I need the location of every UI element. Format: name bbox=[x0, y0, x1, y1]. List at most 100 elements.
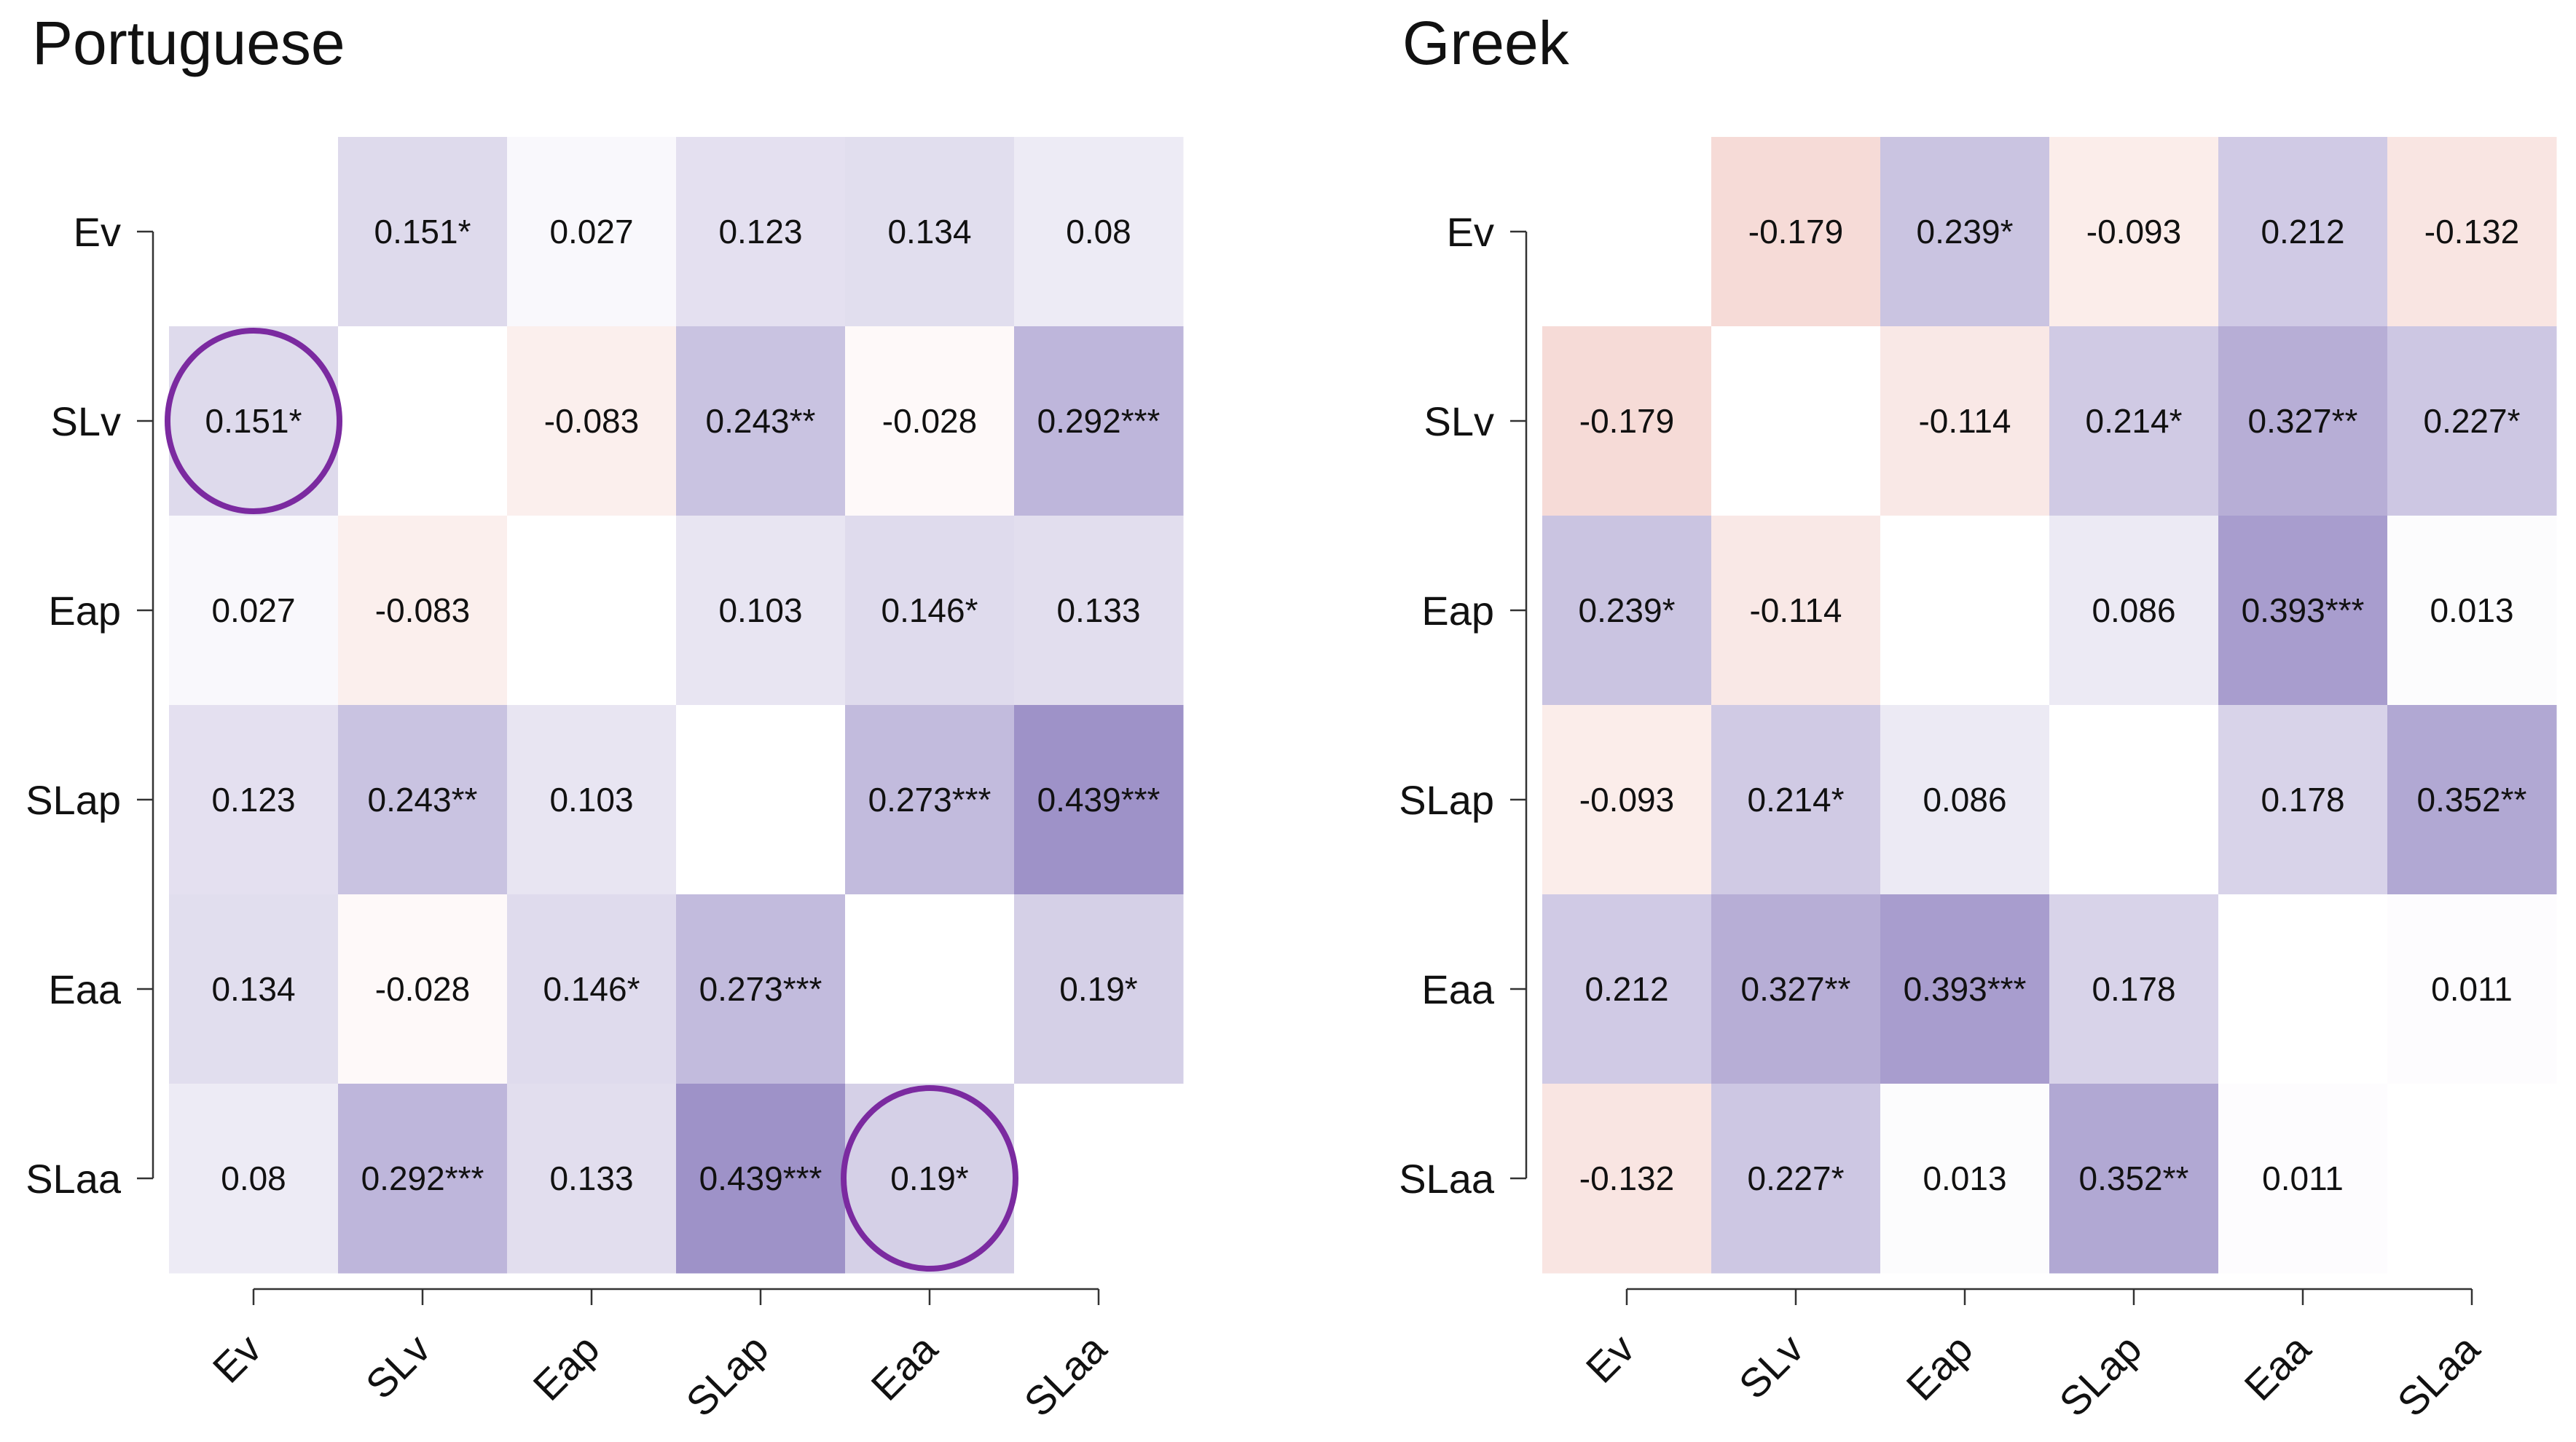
portuguese-panel-title: Portuguese bbox=[32, 9, 345, 77]
heatmap-cell bbox=[507, 326, 677, 516]
cell-value-label: 0.243** bbox=[368, 781, 478, 819]
cell-value-label: 0.134 bbox=[211, 970, 295, 1008]
cell-value-label: -0.179 bbox=[1748, 213, 1843, 251]
cell-value-label: 0.133 bbox=[549, 1159, 633, 1197]
heatmap-cell bbox=[2049, 516, 2219, 706]
heatmap-cell bbox=[2387, 137, 2557, 327]
cell-value-label: 0.146* bbox=[881, 591, 978, 629]
heatmap-cell bbox=[338, 1084, 508, 1274]
cell-value-label: 0.086 bbox=[1923, 781, 2006, 819]
heatmap-cell bbox=[338, 137, 508, 327]
heatmap-cell bbox=[1711, 137, 1881, 327]
heatmap-cell bbox=[2049, 326, 2219, 516]
heatmap-cell bbox=[2049, 1084, 2219, 1274]
cell-value-label: 0.086 bbox=[2092, 591, 2175, 629]
cell-value-label: 0.027 bbox=[211, 591, 295, 629]
heatmap-cell bbox=[2387, 326, 2557, 516]
heatmap-cell bbox=[1711, 894, 1881, 1084]
cell-value-label: -0.179 bbox=[1579, 402, 1674, 440]
heatmap-cell bbox=[1711, 516, 1881, 706]
cell-value-label: 0.393*** bbox=[2242, 591, 2365, 629]
heatmap-cell bbox=[2218, 516, 2388, 706]
cell-value-label: 0.011 bbox=[2262, 1159, 2344, 1197]
y-tick-label: SLap bbox=[1399, 777, 1494, 823]
heatmap-cell bbox=[1880, 705, 2050, 895]
heatmap-cell bbox=[1711, 705, 1881, 895]
x-tick-label: SLap bbox=[2050, 1325, 2150, 1425]
cell-value-label: 0.327** bbox=[2248, 402, 2358, 440]
heatmap-cell bbox=[338, 705, 508, 895]
cell-value-label: 0.439*** bbox=[699, 1159, 822, 1197]
y-tick-label: Eap bbox=[1421, 588, 1494, 634]
cell-value-label: 0.123 bbox=[211, 781, 295, 819]
cell-value-label: 0.19* bbox=[1059, 970, 1138, 1008]
cell-value-label: 0.123 bbox=[718, 213, 802, 251]
heatmap-cell bbox=[1014, 516, 1184, 706]
cell-value-label: 0.393*** bbox=[1904, 970, 2027, 1008]
cell-value-label: 0.292*** bbox=[1037, 402, 1161, 440]
heatmap-cell bbox=[676, 705, 846, 895]
heatmap-cell bbox=[2387, 894, 2557, 1084]
heatmap-cell bbox=[2049, 137, 2219, 327]
heatmap-cell bbox=[169, 894, 339, 1084]
cell-value-label: 0.227* bbox=[1747, 1159, 1844, 1197]
cell-value-label: 0.151* bbox=[374, 213, 471, 251]
cell-value-label: -0.132 bbox=[2424, 213, 2519, 251]
heatmap-cell bbox=[169, 516, 339, 706]
heatmap-cell bbox=[1014, 326, 1184, 516]
cell-value-label: 0.212 bbox=[2261, 213, 2344, 251]
cell-value-label: 0.011 bbox=[2431, 970, 2513, 1008]
heatmap-cell bbox=[1880, 894, 2050, 1084]
cell-value-label: 0.103 bbox=[718, 591, 802, 629]
heatmap-cell bbox=[676, 326, 846, 516]
y-tick-label: SLv bbox=[51, 398, 122, 444]
cell-value-label: 0.178 bbox=[2092, 970, 2175, 1008]
x-tick-label: SLv bbox=[357, 1325, 439, 1408]
heatmap-cell bbox=[676, 894, 846, 1084]
cell-value-label: 0.273*** bbox=[868, 781, 991, 819]
heatmap-cell bbox=[2049, 894, 2219, 1084]
cell-value-label: 0.239* bbox=[1916, 213, 2013, 251]
heatmap-cell bbox=[507, 137, 677, 327]
x-tick-label: Eap bbox=[1897, 1325, 1981, 1409]
heatmap-cell bbox=[1880, 516, 2050, 706]
cell-value-label: -0.132 bbox=[1579, 1159, 1674, 1197]
heatmap-cell bbox=[1542, 894, 1712, 1084]
cell-value-label: -0.083 bbox=[375, 591, 470, 629]
cell-value-label: 0.214* bbox=[1747, 781, 1844, 819]
x-tick-label: Eaa bbox=[2235, 1325, 2320, 1409]
heatmap-cell bbox=[1014, 894, 1184, 1084]
heatmap-cell bbox=[845, 326, 1015, 516]
x-tick-label: SLaa bbox=[2388, 1325, 2489, 1425]
heatmap-cell bbox=[845, 137, 1015, 327]
y-tick-label: Ev bbox=[1447, 209, 1494, 255]
cell-value-label: 0.134 bbox=[887, 213, 971, 251]
portuguese-heatmap: 0.151* 0.027 0.123 0.134 0.08 0.151* -0.083 0.2… bbox=[25, 137, 1184, 1425]
cell-value-label: 0.352** bbox=[2417, 781, 2527, 819]
heatmap-cell bbox=[676, 1084, 846, 1274]
greek-heatmap: -0.179 0.239* -0.093 0.212 -0.132 -0.179 -0.11… bbox=[1399, 137, 2557, 1425]
heatmap-cell bbox=[2218, 1084, 2388, 1274]
cell-value-label: 0.327** bbox=[1741, 970, 1851, 1008]
cell-value-label: 0.133 bbox=[1056, 591, 1140, 629]
x-tick-label: SLaa bbox=[1015, 1325, 1115, 1425]
heatmap-cell bbox=[338, 516, 508, 706]
y-tick-label: SLap bbox=[25, 777, 121, 823]
cell-value-label: -0.028 bbox=[375, 970, 470, 1008]
cell-value-label: 0.103 bbox=[549, 781, 633, 819]
cell-value-label: 0.352** bbox=[2079, 1159, 2189, 1197]
heatmap-cell bbox=[507, 705, 677, 895]
highlight-circle bbox=[841, 1085, 1018, 1272]
y-tick-label: Eaa bbox=[48, 966, 121, 1012]
cell-value-label: 0.212 bbox=[1585, 970, 1668, 1008]
heatmap-cell bbox=[1014, 137, 1184, 327]
heatmap-cell bbox=[1880, 1084, 2050, 1274]
heatmap-cell bbox=[1542, 326, 1712, 516]
heatmap-cell bbox=[2218, 137, 2388, 327]
y-tick-label: SLv bbox=[1424, 398, 1495, 444]
cell-value-label: 0.027 bbox=[549, 213, 633, 251]
cell-value-label: 0.151* bbox=[205, 402, 302, 440]
x-tick-label: Ev bbox=[204, 1325, 270, 1392]
x-tick-label: SLv bbox=[1730, 1325, 1813, 1408]
x-tick-label: Eaa bbox=[862, 1325, 946, 1409]
